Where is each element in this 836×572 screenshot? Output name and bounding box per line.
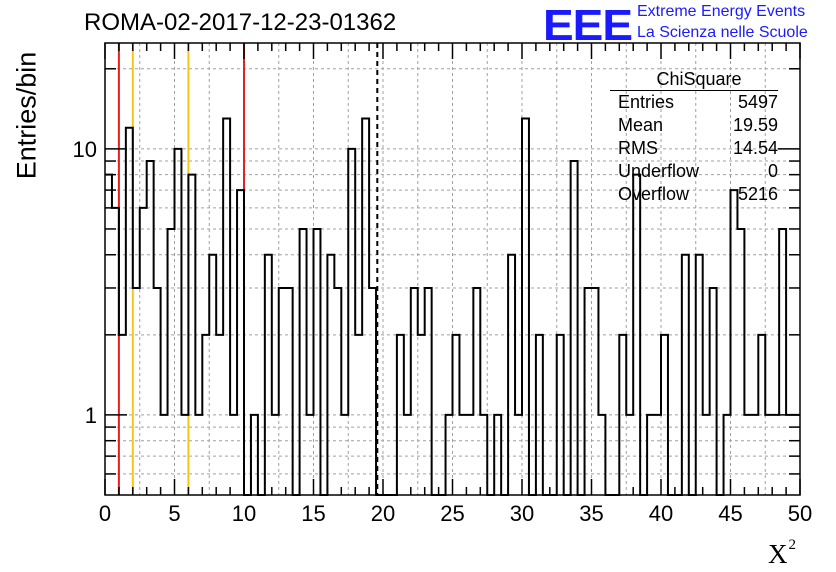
stat-value: 5497 xyxy=(737,92,778,112)
reference-lines xyxy=(117,43,379,495)
stat-value: 14.54 xyxy=(732,138,778,158)
stat-row-overflow: Overflow 5216 xyxy=(610,183,778,206)
stat-label: Mean xyxy=(618,115,664,135)
x-tick-label: 0 xyxy=(99,501,111,526)
stat-label: Underflow xyxy=(618,161,700,181)
stats-divider xyxy=(610,90,778,91)
stat-row-underflow: Underflow 0 xyxy=(610,160,778,183)
axis-ticks xyxy=(104,43,801,495)
x-tick-label: 20 xyxy=(371,501,395,526)
x-tick-label: 5 xyxy=(168,501,180,526)
stat-value: 0 xyxy=(767,161,778,181)
stat-label: Overflow xyxy=(618,184,690,204)
eee-logo: EEE xyxy=(543,0,633,50)
stat-row-mean: Mean 19.59 xyxy=(610,114,778,137)
stats-box: ChiSquare Entries 5497 Mean 19.59 RMS 14.54… xyxy=(610,68,778,206)
stat-label: Entries xyxy=(618,92,675,112)
y-tick-labels: 1 10 xyxy=(73,137,97,428)
x-tick-label: 25 xyxy=(440,501,464,526)
x-tick-label: 40 xyxy=(649,501,673,526)
x-tick-label: 10 xyxy=(232,501,256,526)
stat-value: 19.59 xyxy=(732,115,778,135)
stat-value: 5216 xyxy=(737,184,778,204)
x-tick-label: 35 xyxy=(579,501,603,526)
stat-row-entries: Entries 5497 xyxy=(610,91,778,114)
y-tick-label: 10 xyxy=(73,137,97,162)
y-tick-label: 1 xyxy=(85,403,97,428)
x-tick-label: 30 xyxy=(510,501,534,526)
stat-label: RMS xyxy=(618,138,658,158)
x-tick-label: 15 xyxy=(301,501,325,526)
x-tick-label: 45 xyxy=(718,501,742,526)
logo-tagline-1: Extreme Energy Events xyxy=(637,3,806,20)
logo-tagline-2: La Scienza nelle Scuole xyxy=(637,24,808,41)
x-tick-labels: 0 5 10 15 20 25 30 35 40 45 50 xyxy=(99,501,812,526)
stats-title: ChiSquare xyxy=(656,69,742,89)
chart-title: ROMA-02-2017-12-23-01362 xyxy=(84,9,397,36)
stat-row-rms: RMS 14.54 xyxy=(610,137,778,160)
x-tick-label: 50 xyxy=(788,501,812,526)
x-axis-label: Χ2 xyxy=(768,537,796,569)
